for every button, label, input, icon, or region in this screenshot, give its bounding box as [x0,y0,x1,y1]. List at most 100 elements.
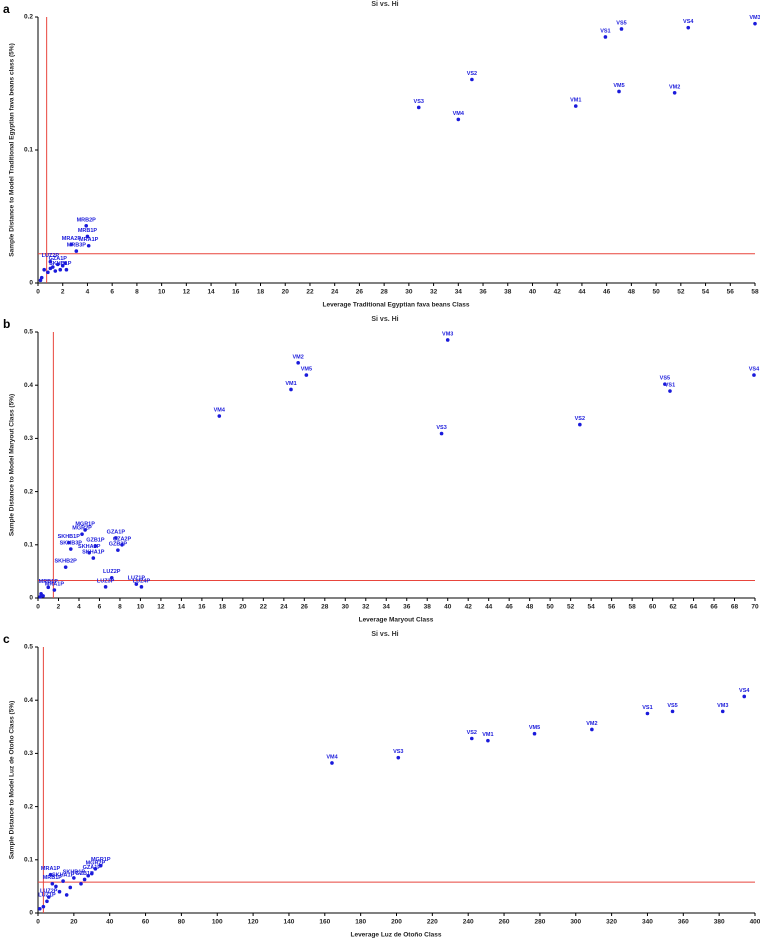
point [439,431,444,436]
point-label: VS2 [575,416,585,422]
y-tick-label: 0.3 [24,750,33,757]
point [86,873,90,878]
y-tick-label: 0.5 [24,329,33,336]
point [38,595,42,599]
point-label: VS3 [393,749,403,755]
point-label: VM2 [669,84,680,90]
x-tick-label: 6 [110,289,114,296]
x-tick-label: 58 [751,289,759,296]
point-label: VS1 [642,705,652,711]
x-tick-label: 28 [381,289,389,296]
point [46,895,51,899]
x-tick-label: 280 [534,919,545,926]
point [46,585,51,590]
point [79,881,83,886]
y-axis-label: Sample Distance to Model Maryout Class (… [9,394,16,536]
point [416,105,421,110]
point-label: VS2 [467,71,477,77]
x-tick-label: 180 [355,919,366,926]
x-tick-label: 42 [465,604,473,611]
x-tick-label: 6 [98,604,102,611]
point-label: LUZ2P [42,253,60,259]
point [573,104,578,108]
point [98,863,103,868]
chart-title: Si vs. Hi [371,631,398,638]
y-tick-label: 0.1 [24,542,33,549]
y-tick-label: 0.5 [24,644,33,651]
y-tick-label: 0.4 [24,382,33,389]
point-label: VM4 [214,408,226,414]
point [48,872,53,877]
point [64,267,69,272]
x-tick-label: 260 [499,919,510,926]
point [68,885,73,890]
x-tick-label: 32 [362,604,370,611]
x-axis-label: Leverage Traditional Egyptian fava beans… [322,302,469,309]
y-axis-label: Sample Distance to Model Traditional Egy… [9,43,16,256]
x-tick-label: 24 [331,289,339,296]
x-tick-label: 56 [608,604,616,611]
x-tick-label: 20 [70,919,78,926]
x-tick-label: 34 [455,289,463,296]
point [85,234,90,239]
x-tick-label: 48 [526,604,534,611]
x-tick-label: 20 [282,289,290,296]
point-label: MRB1P [78,228,98,234]
point-label: VS4 [683,19,694,25]
point-label: MRB3P [67,243,87,249]
x-tick-label: 42 [554,289,562,296]
point-label: VS5 [616,20,626,26]
point-label: MGR1P [91,857,111,863]
point [103,585,108,589]
point [93,544,98,548]
point [663,382,667,386]
x-tick-label: 340 [642,919,653,926]
point [53,269,58,273]
x-tick-label: 26 [356,289,364,296]
x-tick-label: 0 [36,289,40,296]
y-tick-label: 0.2 [24,488,33,495]
point-label: GZA1P [107,529,126,535]
x-tick-label: 60 [142,919,150,926]
point-label: VM1 [285,381,296,387]
point [64,893,69,897]
x-tick-label: 18 [219,604,227,611]
x-tick-label: 8 [118,604,122,611]
point [296,361,300,365]
point-label: VM4 [453,111,465,117]
point-label: LUZ4P [133,578,151,584]
x-tick-label: 380 [714,919,725,926]
point-label: SKHB3P [60,541,83,547]
point [89,871,94,876]
point [37,906,42,911]
point [87,550,92,555]
x-tick-label: 54 [587,604,595,611]
point [41,904,46,909]
point [456,117,461,122]
x-tick-label: 40 [529,289,537,296]
point [72,876,76,880]
point-label: LUZ1P [128,576,146,582]
point [590,727,594,732]
point [330,761,334,765]
point [52,588,57,592]
x-tick-label: 44 [485,604,493,611]
point [58,267,63,272]
point [668,389,672,393]
x-axis-label: Leverage Luz de Otoño Class [350,932,441,939]
x-tick-label: 28 [321,604,329,611]
point [645,711,650,716]
y-tick-label: 0 [29,910,33,917]
point [672,91,677,95]
point-label: MGR2P [86,860,106,866]
y-tick-label: 0 [29,280,33,287]
x-tick-label: 40 [444,604,452,611]
point-label: MGR2P [72,526,92,532]
y-tick-label: 0.2 [24,803,33,810]
point [38,278,43,283]
point-label: VM2 [293,354,304,360]
x-tick-label: 50 [652,289,660,296]
x-tick-label: 52 [567,604,575,611]
x-tick-label: 44 [578,289,586,296]
point-label: MRB2P [77,217,97,223]
